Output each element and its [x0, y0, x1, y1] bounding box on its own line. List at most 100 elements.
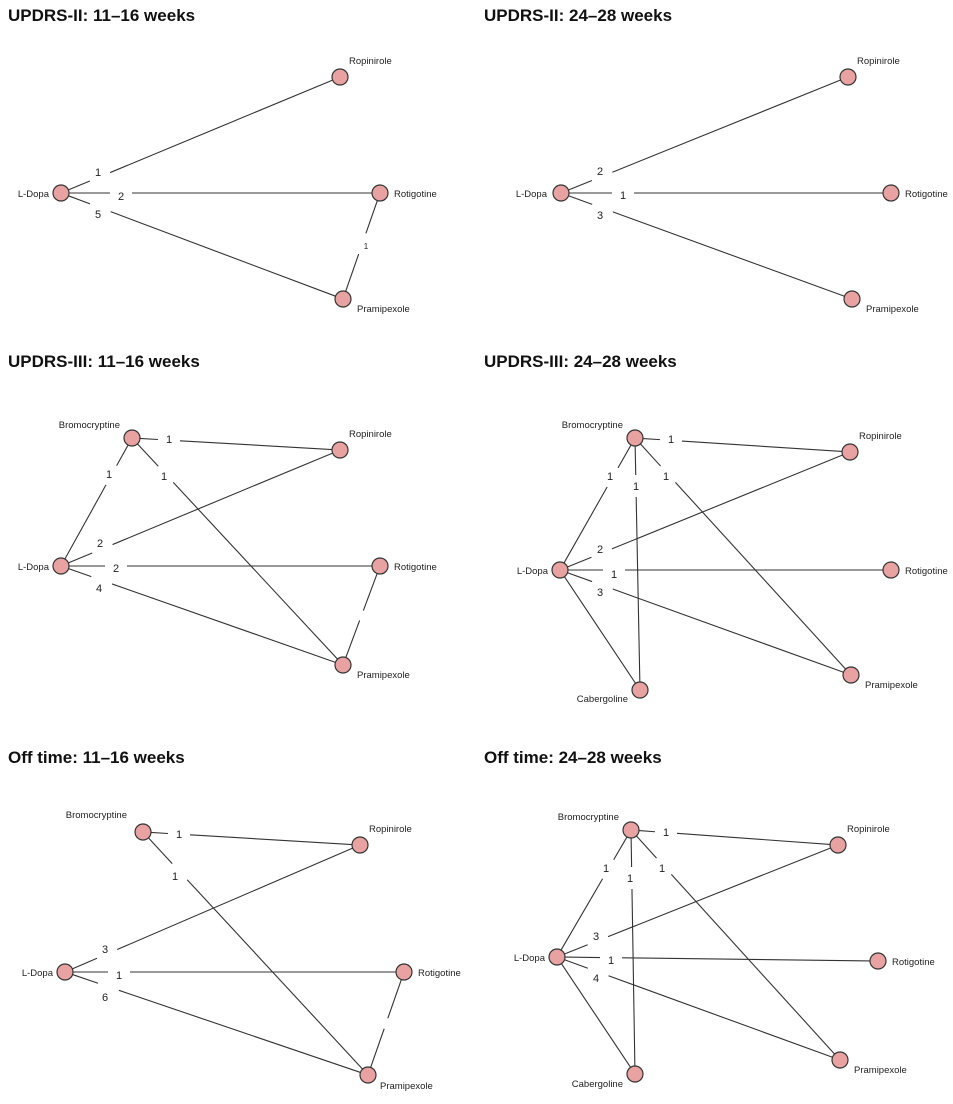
edge-l-dopa-pramipexole-segment-b [613, 589, 844, 672]
edge-trial-count: 1 [663, 827, 669, 839]
node-label-ropinirole: Ropinirole [349, 56, 392, 67]
node-l-dopa [53, 185, 69, 201]
edge-trial-count: 1 [659, 863, 665, 875]
edge-trial-count: 1 [620, 190, 626, 202]
node-label-pramipexole: Pramipexole [854, 1065, 907, 1076]
edge-trial-count: 1 [608, 955, 614, 967]
node-label-l-dopa: L-Dopa [516, 189, 548, 200]
node-bromocryptine [627, 430, 643, 446]
node-rotigotine [396, 964, 412, 980]
edge-bromocryptine-pramipexole-segment-a [636, 836, 656, 858]
node-rotigotine [372, 558, 388, 574]
node-label-l-dopa: L-Dopa [18, 189, 50, 200]
edge-l-dopa-pramipexole-segment-a [69, 569, 92, 577]
node-label-l-dopa: L-Dopa [517, 566, 549, 577]
nodes: L-Dopa Ropinirole Rotigotine Pramipexole [18, 56, 437, 315]
edge-l-dopa-pramipexole-segment-b [613, 212, 845, 296]
node-label-rotigotine: Rotigotine [394, 189, 437, 200]
edge-bromocryptine-cabergoline-segment-b [636, 497, 640, 682]
node-cabergoline [627, 1066, 643, 1082]
node-label-l-dopa: L-Dopa [22, 968, 54, 979]
network-diagram: 11316BromocryptineL-DopaRopiniroleRotigo… [0, 742, 476, 1104]
node-label-bromocryptine: Bromocryptine [59, 420, 120, 431]
edge-trial-count: 1 [603, 863, 609, 875]
edge-l-dopa-ropinirole-segment-b [608, 848, 830, 937]
edge-trial-count: 2 [118, 191, 124, 203]
edge-trial-count: 1 [611, 569, 617, 581]
edge-trial-count: 1 [172, 871, 178, 883]
edge-bromocryptine-ropinirole-segment-a [151, 832, 168, 833]
node-ropinirole [332, 69, 348, 85]
edge-trial-count: 1 [364, 242, 369, 251]
edge-trial-count: 1 [116, 970, 122, 982]
edge-l-dopa-pramipexole-segment-a [568, 573, 593, 582]
edge-l-dopa-pramipexole-segment-a [68, 196, 90, 204]
node-label-ropinirole: Ropinirole [847, 824, 890, 835]
edge-l-dopa-pramipexole-segment-b [112, 584, 335, 662]
edge-bromocryptine-ropinirole-segment-b [677, 833, 830, 844]
edges [568, 80, 883, 296]
edge-l-dopa-pramipexole-segment-a [569, 196, 593, 205]
edge-trial-count: 2 [113, 563, 119, 575]
edge-bromocryptine-pramipexole-segment-b [675, 482, 845, 669]
node-label-cabergoline: Cabergoline [572, 1079, 623, 1090]
node-label-pramipexole: Pramipexole [357, 670, 410, 681]
edge-trial-count: 6 [102, 992, 108, 1004]
node-label-cabergoline: Cabergoline [577, 694, 628, 705]
node-ropinirole [352, 837, 368, 853]
edge-l-dopa-pramipexole-segment-a [73, 975, 98, 984]
edge-rotigotine-pramipexole-segment-a [366, 201, 377, 234]
edge-l-dopa-ropinirole-segment-a [68, 553, 92, 563]
edge-bromocryptine-ropinirole-segment-a [140, 438, 158, 439]
edge-rotigotine-pramipexole-segment-a [388, 980, 402, 1019]
node-l-dopa [553, 185, 569, 201]
node-label-pramipexole: Pramipexole [380, 1081, 433, 1092]
node-pramipexole [832, 1052, 848, 1068]
edge-trial-count: 1 [627, 873, 633, 885]
edge-l-dopa-pramipexole-segment-a [565, 960, 588, 968]
node-rotigotine [372, 185, 388, 201]
edge-l-dopa-ropinirole-segment-b [113, 453, 333, 544]
edge-l-dopa-pramipexole-segment-b [609, 976, 833, 1058]
edge-trial-count: 1 [663, 471, 669, 483]
edge-l-dopa-ropinirole-segment-a [68, 181, 89, 190]
edge-l-dopa-ropinirole-segment-a [564, 945, 587, 954]
edge-trial-count: 4 [593, 973, 599, 985]
edge-l-dopa-rotigotine-segment-b [622, 958, 870, 961]
node-l-dopa [552, 562, 568, 578]
node-l-dopa [549, 949, 565, 965]
edge-trial-count: 1 [176, 829, 182, 841]
edge-trial-count: 1 [668, 434, 674, 446]
node-label-rotigotine: Rotigotine [418, 968, 461, 979]
network-diagram: 1111314BromocryptineL-DopaRopiniroleRoti… [476, 742, 952, 1104]
edge-bromocryptine-l-dopa-segment-a [117, 445, 128, 466]
edge-l-dopa-ropinirole-segment-a [72, 958, 97, 969]
node-l-dopa [53, 558, 69, 574]
edge-trial-count: 1 [166, 434, 172, 446]
nodes: BromocryptineL-DopaRopiniroleRotigotineP… [514, 812, 935, 1090]
node-label-ropinirole: Ropinirole [349, 429, 392, 440]
edge-trial-count: 1 [161, 471, 167, 483]
node-rotigotine [870, 953, 886, 969]
node-bromocryptine [124, 430, 140, 446]
edge-bromocryptine-ropinirole-segment-b [190, 835, 352, 845]
edge-trial-count: 1 [607, 471, 613, 483]
edge-bromocryptine-pramipexole-segment-a [137, 444, 158, 466]
edge-l-dopa-ropinirole-segment-b [612, 455, 843, 549]
node-rotigotine [883, 185, 899, 201]
edge-bromocryptine-pramipexole-segment-a [640, 444, 660, 466]
edge-trial-count: 1 [95, 167, 101, 179]
edge-trial-count: 1 [633, 481, 639, 493]
edge-bromocryptine-l-dopa-segment-a [614, 837, 627, 860]
edge-l-dopa-ropinirole-segment-b [117, 848, 352, 949]
node-label-pramipexole: Pramipexole [357, 304, 410, 315]
edges [68, 80, 377, 296]
node-label-ropinirole: Ropinirole [857, 56, 900, 67]
node-label-bromocryptine: Bromocryptine [562, 420, 623, 431]
node-label-l-dopa: L-Dopa [514, 953, 546, 964]
nodes: BromocryptineL-DopaRopiniroleRotigotineP… [517, 420, 948, 705]
